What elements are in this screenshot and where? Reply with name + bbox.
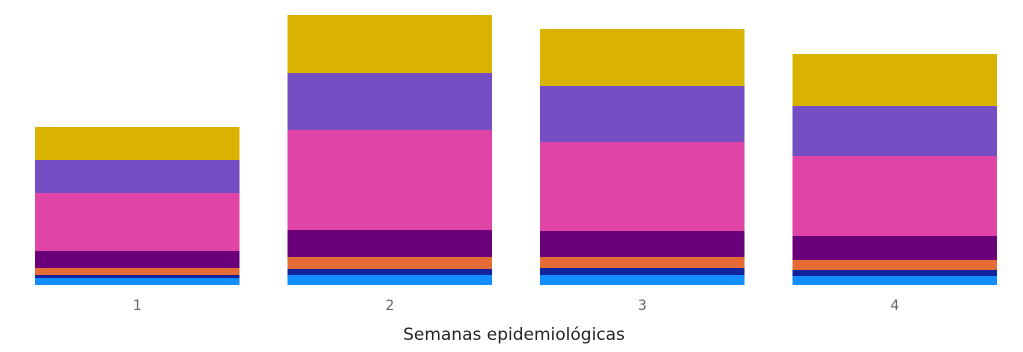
x-tick-label: 4 [890,298,899,314]
bar-segment-week-2-series-4[interactable] [287,230,493,257]
bar-segment-week-1-series-2[interactable] [35,275,240,278]
bar-segment-week-1-series-3[interactable] [35,268,240,275]
bar-layer [35,15,997,285]
bar-segment-week-3-series-1[interactable] [540,275,745,285]
bar-segment-week-4-series-6[interactable] [792,106,998,156]
bar-segment-week-2-series-6[interactable] [287,73,493,130]
bar-segment-week-2-series-3[interactable] [287,257,493,269]
bar-segment-week-1-series-6[interactable] [35,160,240,193]
x-tick-label: 3 [638,298,647,314]
bar-segment-week-2-series-7[interactable] [287,15,493,73]
bar-segment-week-3-series-4[interactable] [540,231,745,257]
bar-segment-week-1-series-7[interactable] [35,127,240,160]
bar-segment-week-3-series-3[interactable] [540,257,745,268]
bar-segment-week-2-series-5[interactable] [287,130,493,230]
x-tick-label: 2 [385,298,394,314]
bar-segment-week-4-series-2[interactable] [792,270,998,276]
bar-segment-week-4-series-3[interactable] [792,260,998,270]
bar-segment-week-1-series-1[interactable] [35,278,240,285]
bar-segment-week-2-series-2[interactable] [287,269,493,275]
bar-segment-week-1-series-5[interactable] [35,193,240,251]
bar-segment-week-1-series-4[interactable] [35,251,240,268]
x-axis-title: Semanas epidemiológicas [403,325,625,345]
x-axis-ticks: 1 2 3 4 [133,298,899,314]
bar-segment-week-3-series-7[interactable] [540,29,745,86]
x-tick-label: 1 [133,298,142,314]
bar-segment-week-4-series-7[interactable] [792,54,998,106]
bar-segment-week-3-series-6[interactable] [540,86,745,142]
bar-segment-week-4-series-4[interactable] [792,236,998,260]
bar-segment-week-3-series-5[interactable] [540,142,745,231]
bar-segment-week-4-series-5[interactable] [792,156,998,236]
bar-segment-week-2-series-1[interactable] [287,275,493,285]
bar-segment-week-3-series-2[interactable] [540,268,745,275]
bar-segment-week-4-series-1[interactable] [792,276,998,285]
